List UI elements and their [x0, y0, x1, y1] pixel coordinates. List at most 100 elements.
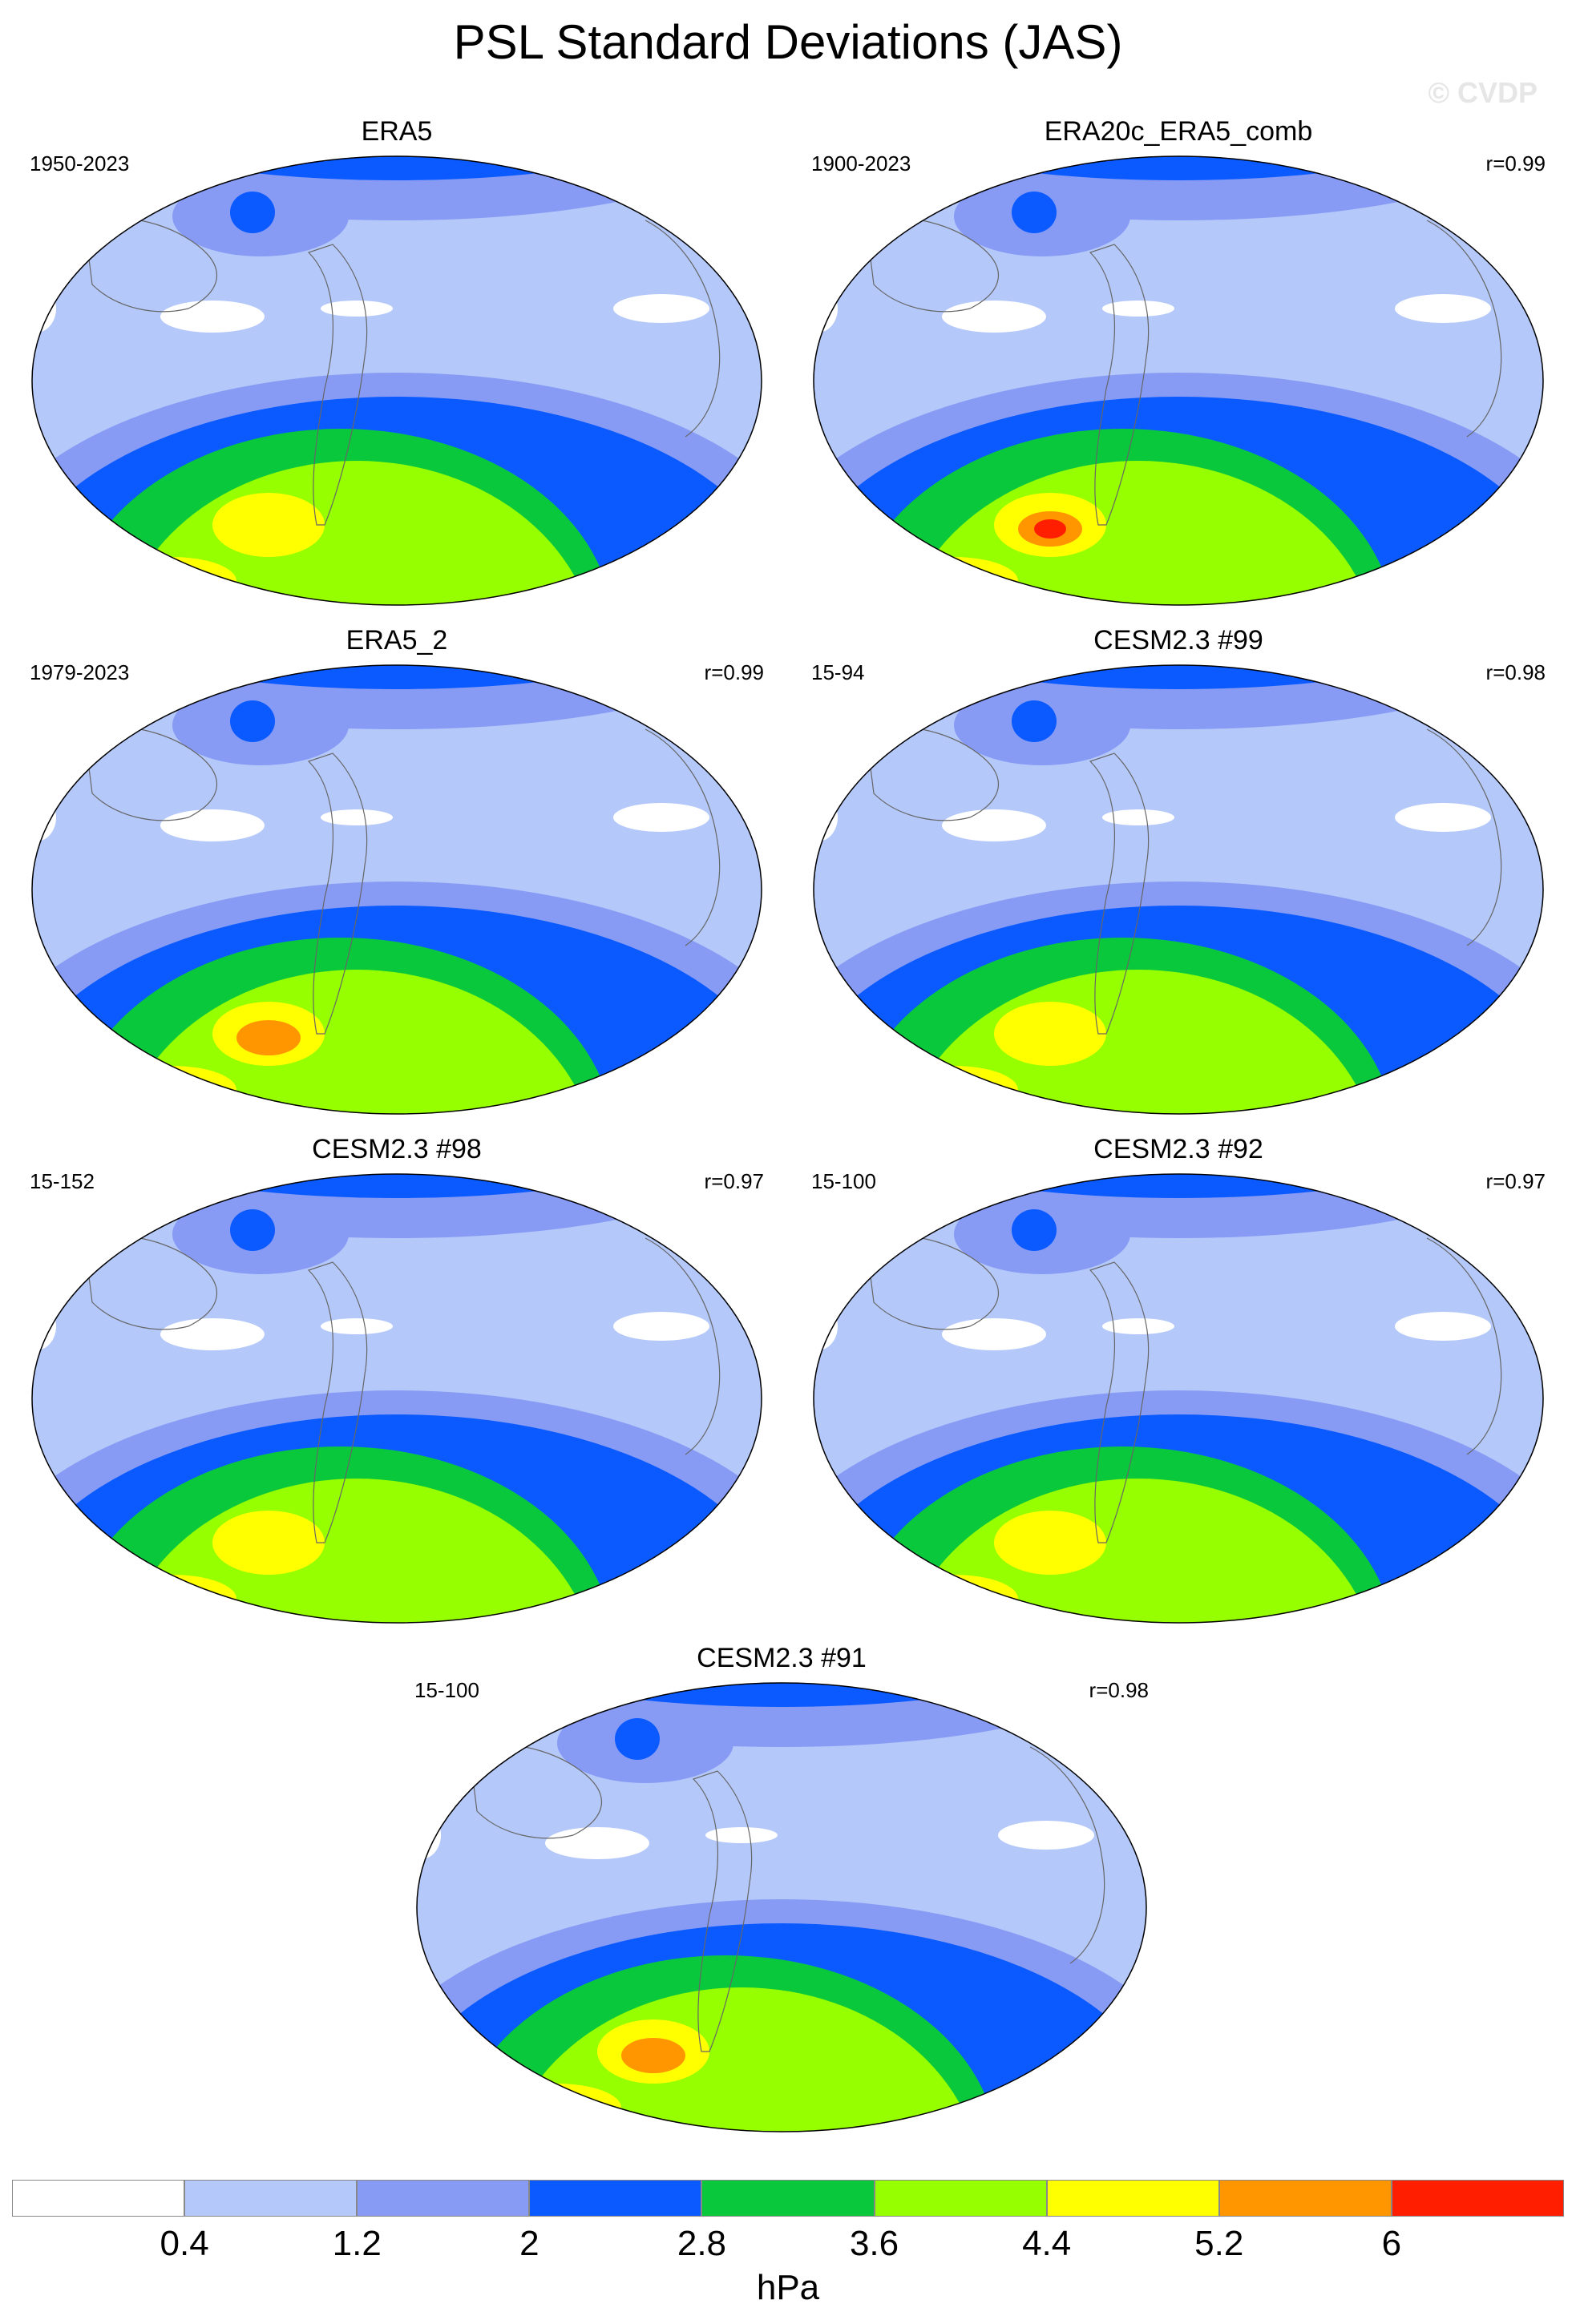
panel-correlation: r=0.97	[704, 1169, 764, 1193]
southern-band	[116, 1479, 597, 1623]
panel-years: 1900-2023	[811, 151, 911, 176]
coastline	[307, 1261, 368, 1543]
panel-correlation: r=0.98	[1089, 1678, 1149, 1702]
npac-center	[230, 1209, 275, 1251]
southern-band	[898, 461, 1379, 605]
npac-center	[1012, 700, 1057, 742]
panel-title: CESM2.3 #91	[697, 1643, 867, 1673]
coastline	[1089, 752, 1150, 1035]
panel-title: CESM2.3 #98	[312, 1134, 482, 1164]
npac-center	[230, 192, 275, 233]
colorbar-box	[357, 2180, 530, 2217]
tropical-min	[705, 1827, 778, 1843]
map-panel: CESM2.3 #98 15-152 r=0.97	[20, 1134, 774, 1639]
robinson-map	[416, 1682, 1147, 2132]
coastline	[1089, 1261, 1150, 1543]
southern-band	[493, 2084, 621, 2132]
tropical-min	[1102, 1318, 1174, 1334]
arctic-band	[890, 665, 1467, 689]
tropical-min	[321, 301, 393, 317]
colorbar-unit: hPa	[756, 2268, 820, 2307]
map-outline	[31, 1173, 762, 1624]
tropical-min	[1395, 294, 1491, 323]
map-outline	[31, 664, 762, 1115]
panel-title: ERA20c_ERA5_comb	[1044, 116, 1313, 147]
panel-correlation: r=0.97	[1485, 1169, 1546, 1193]
tropical-min	[1395, 1312, 1491, 1341]
coastline	[692, 1770, 753, 2052]
map-panel: ERA5 1950-2023	[20, 116, 774, 621]
robinson-map	[31, 1173, 762, 1624]
tropical-min	[613, 1312, 709, 1341]
panel-years: 15-94	[811, 660, 865, 684]
colorbar-box	[1046, 2180, 1219, 2217]
colorbar-box	[184, 2180, 358, 2217]
southern-band	[501, 1987, 982, 2132]
coastline	[1426, 728, 1502, 946]
colorbar-tick-label: 4.4	[1022, 2224, 1072, 2263]
panel-correlation: r=0.98	[1485, 660, 1546, 684]
map-outline	[813, 664, 1544, 1115]
npac-center	[230, 700, 275, 742]
robinson-map	[31, 664, 762, 1115]
southern-band	[108, 1066, 236, 1114]
robinson-map	[813, 664, 1544, 1115]
figure-title: PSL Standard Deviations (JAS)	[453, 15, 1123, 69]
robinson-map	[813, 1173, 1544, 1624]
southern-band	[108, 1575, 236, 1623]
npac-center	[615, 1718, 660, 1760]
colorbar-tick-label: 1.2	[332, 2224, 382, 2263]
southern-band	[890, 1066, 1018, 1114]
tropical-min	[1102, 301, 1174, 317]
colorbar	[12, 2180, 1564, 2217]
map-outline	[813, 155, 1544, 606]
southern-band	[890, 557, 1018, 605]
arctic-band	[493, 1683, 1070, 1707]
robinson-map	[813, 155, 1544, 606]
panel-years: 1979-2023	[30, 660, 130, 684]
arctic-band	[890, 156, 1467, 180]
colorbar-box	[1218, 2180, 1392, 2217]
colorbar-box	[529, 2180, 702, 2217]
panel-years: 15-152	[30, 1169, 95, 1193]
coastline	[645, 728, 721, 946]
cvdp-watermark: © CVDP	[1428, 76, 1538, 109]
panel-years: 1950-2023	[30, 151, 130, 176]
southern-band	[994, 1002, 1106, 1066]
southern-peak	[1034, 519, 1066, 539]
colorbar-tick-label: 2.8	[677, 2224, 727, 2263]
panel-title: CESM2.3 #99	[1093, 625, 1263, 656]
npac-center	[1012, 1209, 1057, 1251]
southern-peak	[236, 1020, 301, 1055]
colorbar-box	[1391, 2180, 1564, 2217]
robinson-map	[31, 155, 762, 606]
panel-correlation: r=0.99	[1485, 151, 1546, 176]
tropical-min	[942, 1318, 1046, 1350]
tropical-min	[321, 1318, 393, 1334]
colorbar-tick-label: 5.2	[1194, 2224, 1244, 2263]
southern-band	[898, 970, 1379, 1114]
tropical-min	[545, 1827, 649, 1859]
panel-years: 15-100	[414, 1678, 479, 1702]
tropical-min	[1395, 803, 1491, 832]
map-panel: CESM2.3 #99 15-94 r=0.98	[802, 625, 1555, 1130]
panel-years: 15-100	[811, 1169, 876, 1193]
southern-band	[212, 493, 325, 557]
panel-title: CESM2.3 #92	[1093, 1134, 1263, 1164]
coastline	[1029, 1746, 1105, 1964]
colorbar-box	[12, 2180, 185, 2217]
tropical-min	[160, 301, 265, 333]
colorbar-tick-label: 2	[519, 2224, 539, 2263]
southern-band	[116, 970, 597, 1114]
map-outline	[813, 1173, 1544, 1624]
tropical-min	[613, 294, 709, 323]
tropical-min	[613, 803, 709, 832]
southern-band	[890, 1575, 1018, 1623]
arctic-band	[108, 1174, 685, 1198]
panel-title: ERA5	[361, 116, 433, 147]
map-outline	[31, 155, 762, 606]
coastline	[645, 1237, 721, 1455]
coastline	[645, 220, 721, 438]
tropical-min	[942, 301, 1046, 333]
tropical-min	[1102, 809, 1174, 825]
